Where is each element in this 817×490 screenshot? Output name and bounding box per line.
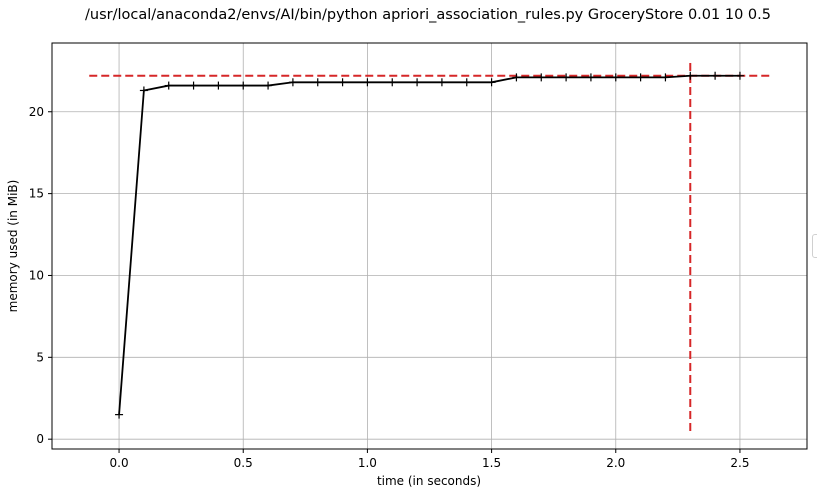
data-point	[214, 81, 223, 90]
x-tick-label: 1.5	[482, 456, 501, 470]
data-point	[413, 78, 422, 87]
chart-title: /usr/local/anaconda2/envs/AI/bin/python …	[85, 7, 771, 23]
data-point	[139, 86, 148, 95]
data-point	[686, 71, 695, 80]
x-tick-label: 0.5	[234, 456, 253, 470]
data-point	[661, 73, 670, 82]
data-point	[363, 78, 372, 87]
data-point	[562, 73, 571, 82]
data-point	[512, 73, 521, 82]
data-point	[264, 81, 273, 90]
x-tick-label: 1.0	[358, 456, 377, 470]
data-point	[313, 78, 322, 87]
data-point	[437, 78, 446, 87]
legend-box	[812, 234, 817, 258]
y-tick-label: 0	[36, 432, 44, 446]
grid-lines	[52, 43, 807, 449]
x-tick-label: 2.0	[606, 456, 625, 470]
data-point	[239, 81, 248, 90]
data-point	[711, 71, 720, 80]
y-axis-label: memory used (in MiB)	[6, 180, 20, 313]
data-point	[388, 78, 397, 87]
plot-frame	[51, 42, 808, 450]
data-point	[735, 71, 744, 80]
data-point	[338, 78, 347, 87]
y-tick-label: 5	[36, 350, 44, 364]
data-point	[586, 73, 595, 82]
y-tick-label: 15	[29, 187, 44, 201]
x-axis-label: time (in seconds)	[377, 474, 481, 488]
data-point	[164, 81, 173, 90]
series-layer	[115, 71, 744, 419]
data-point	[537, 73, 546, 82]
y-tick-label: 10	[29, 268, 44, 282]
data-point	[611, 73, 620, 82]
data-point	[487, 78, 496, 87]
x-tick-label: 2.5	[730, 456, 749, 470]
data-point	[189, 81, 198, 90]
reference-lines	[89, 61, 773, 431]
y-axis-ticks: 0 5 10 15 20	[29, 105, 52, 446]
x-tick-label: 0.0	[110, 456, 129, 470]
y-tick-label: 20	[29, 105, 44, 119]
x-axis-ticks: 0.0 0.5 1.0 1.5 2.0 2.5	[110, 449, 749, 470]
data-point	[115, 410, 124, 419]
data-point	[288, 78, 297, 87]
series-line	[118, 74, 740, 415]
data-point	[636, 73, 645, 82]
data-point	[462, 78, 471, 87]
